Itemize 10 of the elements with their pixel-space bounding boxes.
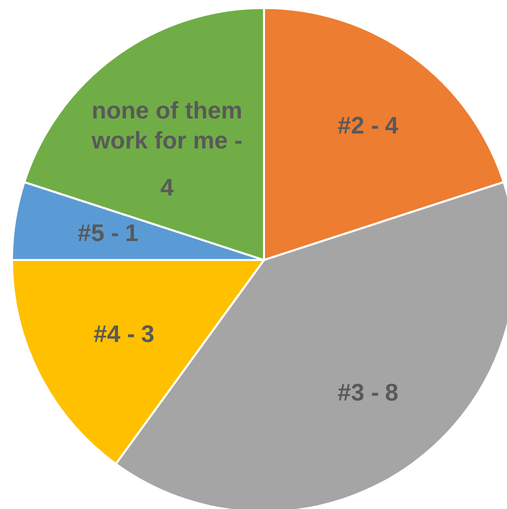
slice-label: none of them work for me -: [90, 98, 242, 155]
slice-label: #3 -: [338, 379, 379, 406]
data-label: 1: [125, 220, 138, 248]
slice-label: #4 -: [94, 320, 135, 348]
data-label: 8: [384, 379, 398, 406]
data-label: 3: [140, 320, 154, 348]
slice-label: #5 -: [78, 220, 120, 248]
data-label: 4: [384, 112, 399, 140]
slice-label: #2 -: [338, 112, 379, 140]
data-label: 4: [160, 174, 174, 202]
